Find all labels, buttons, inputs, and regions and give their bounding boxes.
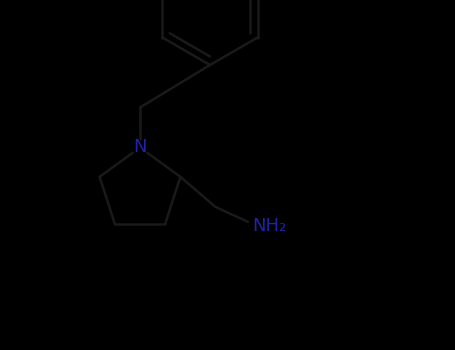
Text: N: N: [133, 139, 147, 156]
Text: NH₂: NH₂: [252, 217, 286, 235]
